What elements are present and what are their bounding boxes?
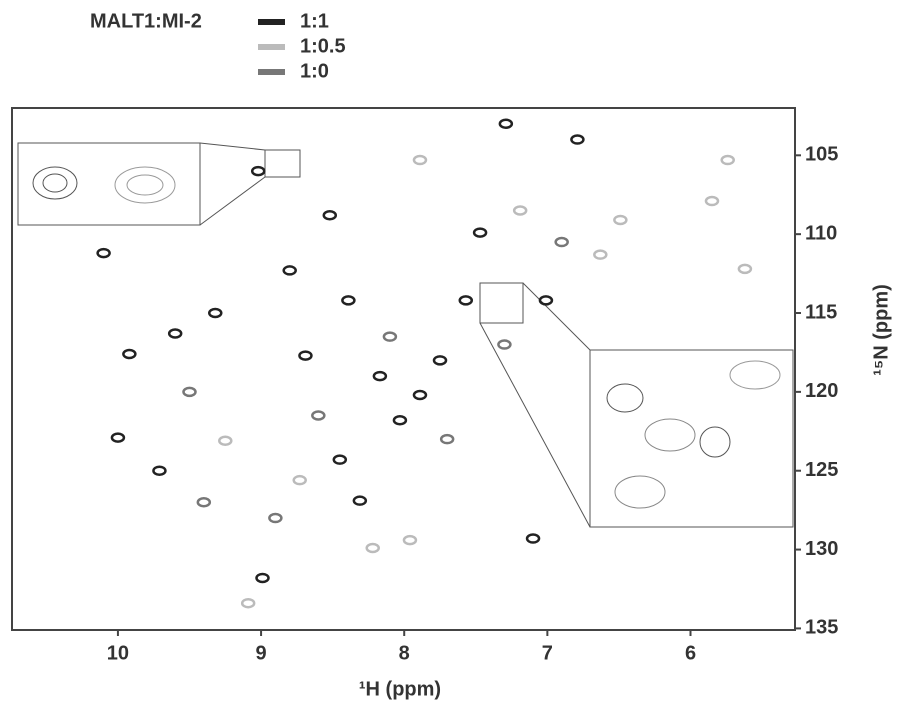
peak bbox=[208, 307, 223, 319]
plot-frame bbox=[11, 107, 796, 631]
y-tick-label: 110 bbox=[805, 222, 837, 244]
legend-label: 1:0 bbox=[300, 60, 329, 82]
legend-label: 1:0.5 bbox=[300, 35, 346, 57]
peak bbox=[240, 597, 256, 609]
y-tick-label: 125 bbox=[805, 459, 838, 481]
inset-top-left bbox=[17, 142, 301, 226]
peak bbox=[704, 195, 720, 207]
peak bbox=[439, 433, 455, 445]
peak bbox=[167, 328, 183, 339]
peak bbox=[372, 370, 388, 382]
peak bbox=[554, 236, 569, 248]
peak bbox=[613, 214, 628, 226]
peak bbox=[341, 295, 356, 306]
peak bbox=[412, 154, 428, 166]
peak bbox=[497, 339, 512, 350]
peak bbox=[472, 227, 488, 238]
peak bbox=[498, 118, 514, 130]
peak bbox=[412, 389, 428, 401]
peak bbox=[720, 154, 735, 166]
peak bbox=[392, 415, 408, 426]
peak bbox=[737, 263, 753, 275]
peak bbox=[255, 572, 270, 584]
legend-swatch bbox=[258, 19, 285, 25]
legend-swatch bbox=[258, 44, 285, 50]
peak bbox=[525, 533, 541, 544]
x-axis-label: ¹H (ppm) bbox=[359, 678, 441, 700]
peak bbox=[322, 209, 338, 221]
peak bbox=[512, 205, 528, 216]
inset-right bbox=[479, 282, 794, 528]
x-tick-label: 9 bbox=[256, 642, 267, 664]
peak bbox=[182, 386, 197, 398]
legend-label: 1:1 bbox=[300, 10, 329, 32]
peak bbox=[402, 534, 418, 546]
peak bbox=[538, 295, 554, 306]
x-tick-label: 10 bbox=[107, 642, 129, 664]
x-tick-label: 8 bbox=[399, 642, 410, 664]
y-tick-label: 130 bbox=[805, 538, 838, 560]
peak bbox=[298, 350, 313, 361]
peak bbox=[332, 454, 348, 465]
peak bbox=[282, 265, 297, 276]
peak bbox=[432, 355, 448, 366]
y-tick-label: 120 bbox=[805, 380, 838, 402]
y-tick-label: 105 bbox=[805, 144, 838, 166]
peak bbox=[365, 542, 380, 554]
legend-swatch bbox=[258, 69, 285, 75]
legend-title: MALT1:MI-2 bbox=[90, 10, 202, 32]
y-axis-label: ¹⁵N (ppm) bbox=[870, 284, 892, 376]
peak bbox=[570, 134, 585, 145]
peak bbox=[458, 295, 474, 306]
peak bbox=[593, 249, 608, 260]
y-tick-label: 135 bbox=[805, 617, 838, 639]
peak bbox=[311, 410, 326, 421]
peak bbox=[96, 247, 111, 259]
peak bbox=[292, 474, 307, 486]
peak bbox=[196, 497, 212, 508]
y-tick-label: 115 bbox=[805, 301, 837, 323]
peak bbox=[122, 348, 137, 360]
peak bbox=[152, 465, 167, 476]
x-tick-label: 6 bbox=[685, 642, 696, 664]
peak bbox=[352, 495, 368, 506]
peak bbox=[250, 165, 266, 177]
x-tick-label: 7 bbox=[542, 642, 553, 664]
peak bbox=[382, 331, 398, 342]
peak bbox=[218, 435, 233, 447]
peak bbox=[268, 512, 283, 524]
peak bbox=[110, 432, 126, 443]
